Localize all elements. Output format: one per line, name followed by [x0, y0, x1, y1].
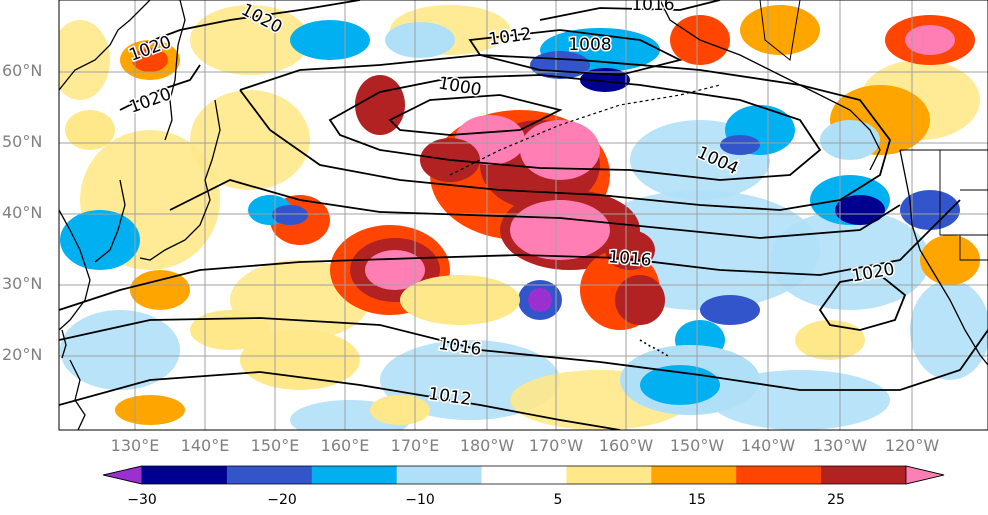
anomaly-blob [65, 110, 115, 150]
japan-coastline [139, 99, 221, 261]
isobars [59, 0, 988, 430]
anomaly-blob [115, 395, 185, 425]
na-interior [759, 0, 801, 61]
isobar-label: 1016 [607, 247, 652, 271]
field-background-patch [910, 280, 988, 380]
anomaly-blob [520, 120, 600, 180]
anomaly-blob [400, 275, 520, 325]
longitude-label: 130°E [110, 436, 160, 455]
anomaly-blob [385, 22, 455, 58]
anomaly-blob [60, 210, 140, 270]
colorbar-segment [226, 466, 313, 484]
asia-coastline [59, 0, 151, 91]
isobar-line [328, 74, 822, 181]
anomaly-blob [700, 295, 760, 325]
colorbar-segment [651, 466, 737, 484]
anomaly-blob [720, 135, 760, 155]
anomaly-field [59, 5, 988, 430]
hawaii-islands [639, 339, 669, 357]
colorbar-segment [566, 466, 652, 484]
anomaly-blob [240, 330, 360, 390]
anomaly-blob [920, 235, 980, 285]
colorbar-segment [142, 466, 228, 484]
field-background-patch [60, 310, 180, 390]
colorbar-tick-label: 15 [688, 492, 706, 508]
latitude-label: 50°N [2, 132, 43, 151]
latitude-label: 40°N [2, 203, 43, 222]
isobar-label: 1020 [127, 84, 174, 118]
map-frame [58, 0, 988, 431]
field-background-patch [59, 20, 110, 100]
colorbar-tick-label: −30 [127, 492, 157, 508]
anomaly-blob [740, 5, 820, 55]
anomaly-blob [290, 20, 370, 60]
colorbar-segment [821, 466, 907, 484]
isobar-line [59, 199, 961, 311]
longitude-label: 160°E [320, 436, 370, 455]
anomaly-blob [130, 270, 190, 310]
longitude-label: 150°W [669, 436, 725, 455]
isobar-line [119, 64, 201, 111]
china-coastline [59, 209, 91, 331]
anomaly-blob [640, 365, 720, 405]
longitude-label: 120°W [884, 436, 940, 455]
longitude-label: 140°E [180, 436, 230, 455]
anomaly-blob [615, 275, 665, 325]
isobar-line [539, 0, 721, 21]
us-states [939, 150, 988, 261]
longitude-label: 130°W [812, 436, 868, 455]
korea-coastline [94, 179, 126, 263]
anomaly-blob [510, 200, 610, 260]
colorbar-segment [396, 466, 483, 484]
anomaly-blob [132, 48, 168, 72]
colorbar-extend-max [905, 465, 945, 485]
aleutian-chain [449, 84, 721, 176]
latitude-label: 30°N [2, 274, 43, 293]
graticule [59, 0, 988, 430]
isobar-label: 1008 [568, 35, 611, 55]
isobar-line [468, 29, 683, 76]
anomaly-blob [795, 320, 865, 360]
anomaly-blob [835, 195, 885, 225]
colorbar-extend-min [102, 465, 143, 485]
field-background-patch [190, 90, 310, 190]
isobar-line [59, 371, 621, 430]
colorbar-tick-label: 25 [827, 492, 845, 508]
isobar-line [139, 0, 361, 46]
isobar-line [169, 179, 901, 239]
colorbar-tick-label: −20 [267, 492, 297, 508]
latitude-label: 60°N [2, 61, 43, 80]
kamchatka-coastline [164, 0, 186, 141]
longitude-label: 180°W [459, 436, 515, 455]
colorbar-tick-label: 5 [553, 492, 563, 508]
isobar-line [388, 94, 563, 136]
longitude-label: 170°W [528, 436, 584, 455]
longitude-label: 150°E [250, 436, 300, 455]
anomaly-blob [820, 120, 880, 160]
na-west-coastline [899, 149, 988, 366]
anomaly-blob [190, 310, 270, 350]
anomaly-blob [900, 190, 960, 230]
isobar-line [818, 274, 907, 331]
latitude-label: 20°N [2, 345, 43, 364]
colorbar-segment [311, 466, 398, 484]
longitude-label: 160°W [598, 436, 654, 455]
longitude-label: 170°E [390, 436, 440, 455]
isobar-line [59, 317, 988, 391]
taiwan-coastline [61, 329, 67, 359]
anomaly-blob [370, 395, 430, 425]
anomaly-blob [272, 205, 308, 225]
isobar-label: 1016 [631, 0, 674, 15]
longitude-label: 140°W [740, 436, 796, 455]
anomaly-blob [528, 288, 552, 312]
colorbar-outline [102, 465, 945, 485]
colorbar-tick-label: −10 [405, 492, 435, 508]
anomaly-blob [905, 25, 955, 55]
colorbar-segment [736, 466, 822, 484]
anomaly-blob [355, 75, 405, 135]
colorbar-segment [481, 466, 567, 484]
colorbar [102, 465, 945, 485]
